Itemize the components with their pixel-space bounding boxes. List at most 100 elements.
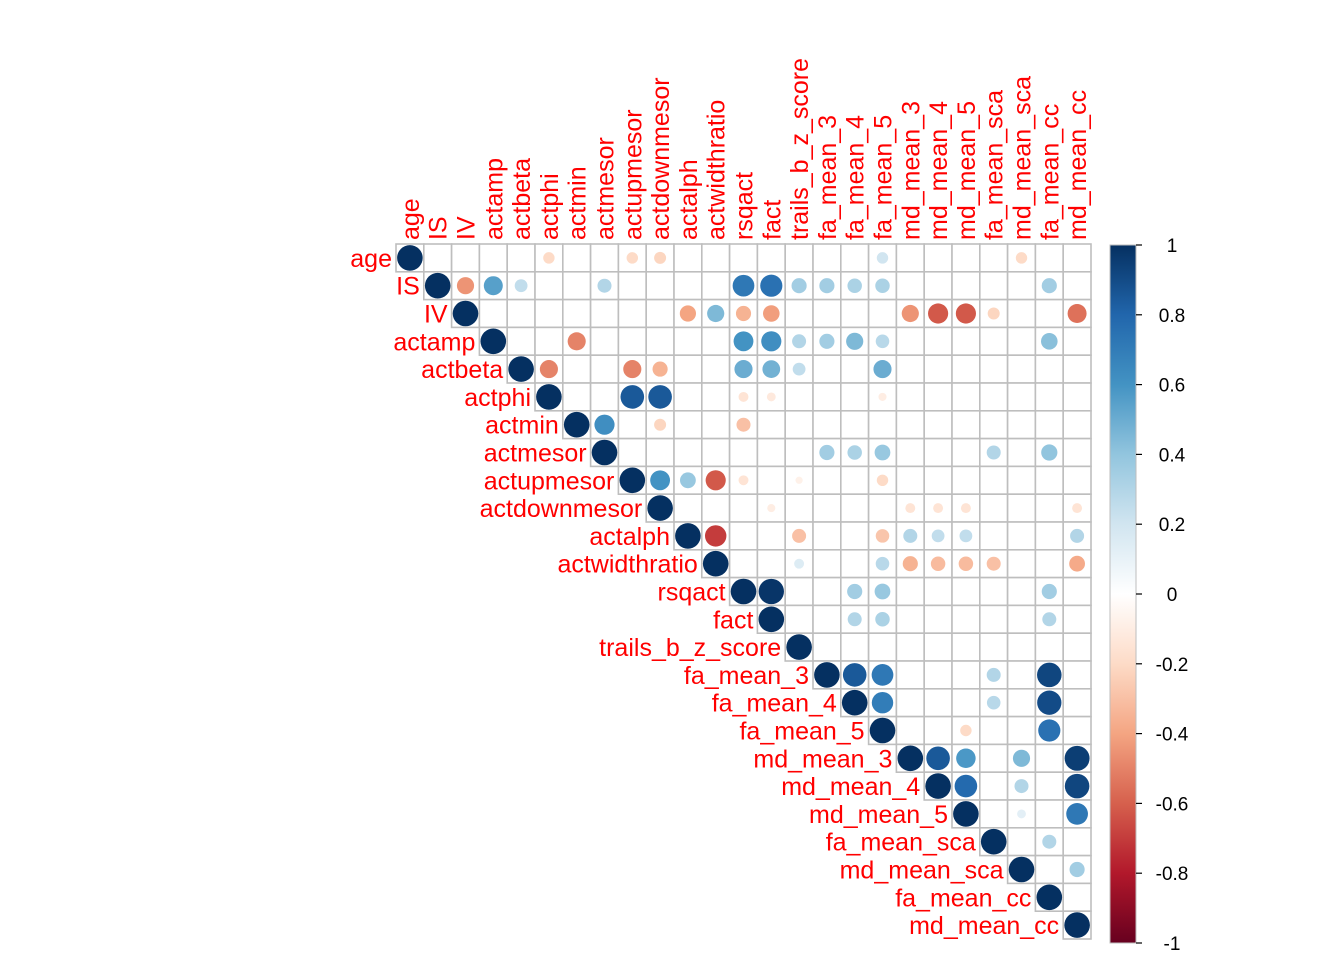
correlation-circle-actphi-actdownmesor: [648, 385, 672, 409]
grid-cell: [673, 243, 703, 273]
grid-cell: [1062, 354, 1092, 384]
correlation-circle-actupmesor-actwidthratio: [705, 470, 726, 491]
correlation-circle-actmesor-fa_mean_4: [847, 445, 862, 460]
grid-cell: [978, 270, 1009, 301]
grid-cell: [1034, 548, 1065, 579]
correlation-circle-IS-IS: [424, 272, 451, 299]
grid-cell: [923, 243, 953, 273]
grid-cell: [1034, 409, 1065, 440]
correlation-circle-actamp-actamp: [480, 328, 507, 355]
correlation-circle-actmesor-fa_mean_3: [819, 444, 835, 461]
grid-cell: [700, 409, 731, 440]
correlation-circle-actwidthratio-trails_b_z_score: [794, 558, 805, 569]
correlation-circle-age-actdownmesor: [654, 251, 667, 264]
grid-cell: [589, 326, 620, 356]
grid-cell: [589, 382, 620, 412]
correlation-circle-actamp-fact: [761, 331, 782, 352]
grid-cell: [1062, 715, 1092, 746]
correlation-circle-fa_mean_sca-fa_mean_cc: [1042, 834, 1057, 849]
correlation-circle-actwidthratio-fa_mean_5: [875, 556, 890, 571]
row-label-actmin: actmin: [485, 412, 559, 440]
correlation-circle-fa_mean_3-fa_mean_sca: [986, 667, 1001, 682]
correlation-circle-fa_mean_3-fa_mean_3: [814, 662, 840, 688]
row-label-actalph: actalph: [589, 523, 670, 551]
row-label-md_mean_4: md_mean_4: [781, 773, 920, 801]
grid-cell: [1006, 354, 1037, 384]
correlation-circle-actphi-actupmesor: [620, 385, 645, 409]
row-label-rsqact: rsqact: [658, 579, 726, 607]
correlation-circle-age-age: [397, 245, 423, 271]
grid-cell: [923, 437, 953, 468]
correlation-circle-actamp-fa_mean_5: [875, 334, 890, 349]
correlation-circle-actwidthratio-fa_mean_sca: [986, 556, 1001, 571]
correlation-circle-fa_mean_3-fa_mean_cc: [1037, 662, 1062, 688]
correlation-circle-actalph-actalph: [675, 523, 701, 549]
grid-cell: [812, 354, 842, 384]
row-label-actupmesor: actupmesor: [484, 467, 615, 495]
correlation-circle-rsqact-rsqact: [730, 578, 757, 605]
correlation-circle-actmin-rsqact: [736, 417, 751, 432]
correlation-circle-actmin-actmesor: [594, 414, 615, 435]
grid-cell: [1062, 687, 1092, 718]
grid-cell: [506, 326, 536, 356]
correlation-circle-IV-fact: [763, 305, 780, 322]
grid-cell: [978, 409, 1009, 440]
correlation-circle-actalph-trails_b_z_score: [792, 528, 807, 543]
grid-cell: [700, 354, 731, 384]
row-label-actwidthratio: actwidthratio: [557, 551, 697, 579]
grid-cell: [978, 354, 1009, 384]
column-label-fa_mean_sca: fa_mean_sca: [981, 90, 1009, 240]
grid-cell: [951, 243, 981, 273]
grid-cell: [839, 298, 870, 329]
grid-cell: [1006, 660, 1037, 690]
correlation-circle-IS-fact: [760, 274, 783, 297]
row-label-fa_mean_4: fa_mean_4: [712, 690, 837, 718]
grid-cell: [506, 298, 536, 329]
correlation-circle-actbeta-trails_b_z_score: [792, 362, 806, 376]
correlation-circle-actupmesor-actalph: [680, 472, 696, 489]
grid-cell: [839, 243, 870, 273]
grid-cell: [784, 382, 814, 412]
grid-cell: [978, 799, 1009, 829]
column-label-actwidthratio: actwidthratio: [703, 100, 731, 240]
correlation-circle-IV-actwidthratio: [707, 304, 725, 323]
column-label-md_mean_5: md_mean_5: [953, 101, 981, 240]
grid-cell: [478, 298, 508, 329]
correlation-circle-actamp-rsqact: [733, 331, 754, 352]
correlation-circle-actmin-actmin: [563, 411, 590, 438]
grid-cell: [1006, 687, 1037, 718]
correlation-circle-actbeta-actbeta: [508, 356, 534, 382]
grid-cell: [812, 548, 842, 579]
grid-cell: [1062, 382, 1092, 412]
grid-cell: [589, 354, 620, 384]
correlation-circle-actphi-rsqact: [738, 391, 749, 402]
grid-cell: [923, 409, 953, 440]
grid-cell: [534, 298, 564, 329]
grid-cell: [728, 493, 759, 523]
legend-tick-label: 0.6: [1159, 376, 1185, 397]
legend-tick-label: 0.2: [1159, 515, 1185, 536]
column-label-rsqact: rsqact: [731, 172, 759, 240]
correlation-circle-actbeta-fact: [762, 360, 781, 378]
correlation-circle-actwidthratio-md_mean_4: [930, 556, 946, 571]
grid-cell: [812, 243, 842, 273]
grid-cell: [1034, 493, 1065, 523]
grid-cell: [1006, 826, 1037, 857]
correlation-circle-fa_mean_4-fa_mean_5: [871, 691, 894, 714]
correlation-circle-md_mean_4-md_mean_sca: [1014, 779, 1029, 794]
grid-cell: [1006, 270, 1037, 301]
grid-cell: [700, 243, 731, 273]
grid-cell: [645, 298, 675, 329]
grid-cell: [839, 632, 870, 662]
color-legend: 1 0.8 0.6 0.4 0.2 0 -0.2 -0.4 -0.6 -0.8 -1: [1109, 236, 1189, 955]
correlation-circle-fact-fa_mean_5: [875, 612, 890, 627]
legend-color-bar: [1109, 244, 1137, 944]
grid-cell: [617, 409, 648, 440]
grid-cell: [1006, 632, 1037, 662]
grid-cell: [978, 326, 1009, 356]
grid-cell: [756, 243, 787, 273]
grid-cell: [895, 660, 926, 690]
column-label-fact: fact: [758, 200, 786, 240]
correlation-circle-actupmesor-fa_mean_5: [876, 474, 889, 487]
